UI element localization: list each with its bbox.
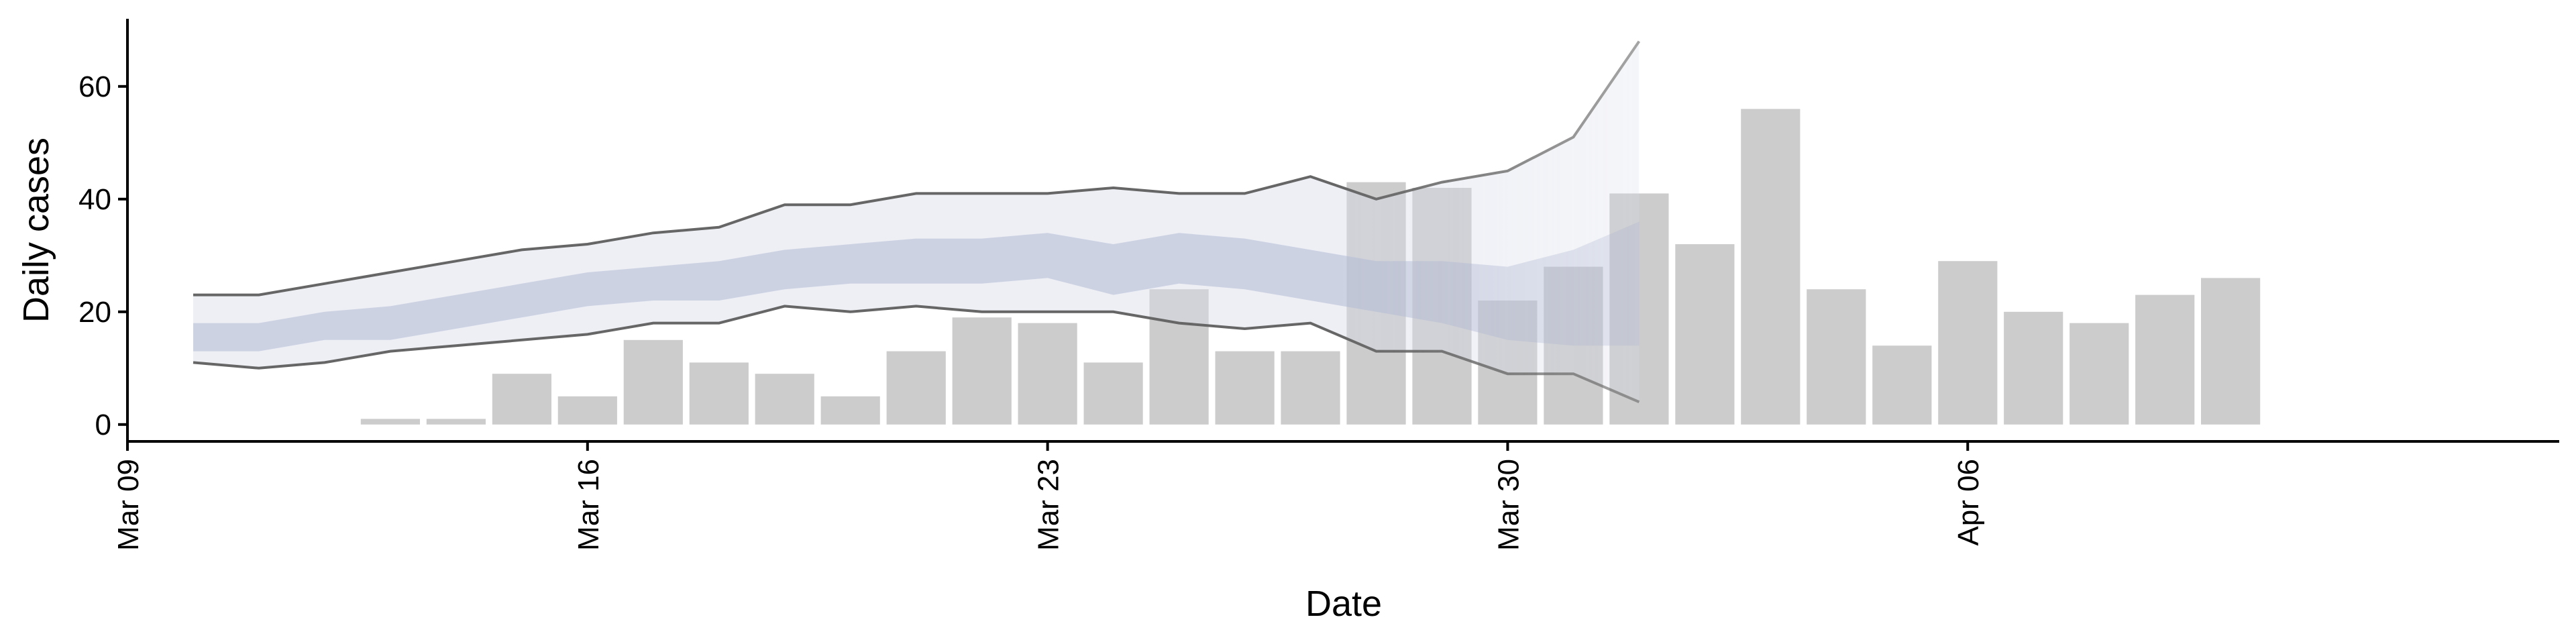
bar-2020-04-06: [1938, 261, 1998, 425]
bar-2020-03-14: [426, 419, 486, 425]
bar-2020-03-17: [623, 339, 683, 425]
bar-2020-03-20: [820, 396, 880, 425]
bar-2020-04-09: [2135, 294, 2195, 425]
bar-2020-04-10: [2201, 278, 2261, 425]
y-axis-title: Daily cases: [16, 138, 56, 323]
bar-2020-03-23: [1018, 323, 1077, 425]
x-tick-label: Mar 23: [1032, 459, 1065, 551]
bar-2020-03-27: [1281, 351, 1340, 425]
inner-interval-band: [193, 221, 1640, 352]
bar-2020-04-05: [1872, 345, 1932, 425]
y-tick-label: 60: [78, 70, 111, 103]
x-tick-label: Apr 06: [1952, 459, 1985, 546]
bar-2020-03-21: [886, 351, 946, 425]
x-axis-title: Date: [1305, 584, 1382, 624]
bar-2020-03-13: [360, 419, 420, 425]
bar-2020-04-03: [1741, 109, 1801, 425]
y-tick-label: 0: [95, 409, 111, 441]
bar-2020-04-07: [2004, 311, 2063, 425]
y-tick-label: 40: [78, 183, 111, 216]
bar-2020-03-22: [952, 317, 1012, 425]
bars-layer: [360, 109, 2261, 425]
bar-2020-04-04: [1807, 289, 1866, 425]
bar-2020-03-18: [689, 362, 749, 425]
x-tick-label: Mar 30: [1492, 459, 1525, 551]
y-tick-label: 20: [78, 296, 111, 329]
lower-bound-line: [193, 305, 1640, 404]
bar-2020-03-15: [492, 374, 551, 425]
x-axis-ticks: Mar 09 Mar 16 Mar 23 Mar 30 Apr 06: [112, 441, 1985, 551]
estimate-band: [193, 40, 1641, 404]
x-tick-label: Mar 16: [572, 459, 605, 551]
upper-bound-line: [193, 40, 1641, 297]
x-tick-label: Mar 09: [112, 459, 145, 551]
axes: 0 20 40 60 Mar 09 Mar 16 Mar 23 Mar 30 Apr 06 D…: [16, 19, 2559, 624]
bar-2020-04-02: [1675, 244, 1735, 425]
bar-2020-03-16: [557, 396, 617, 425]
outer-interval-band: [193, 41, 1640, 402]
bar-2020-03-19: [755, 374, 814, 425]
bar-2020-03-25: [1149, 289, 1209, 425]
bar-2020-04-08: [2070, 323, 2129, 425]
bar-2020-03-26: [1215, 351, 1275, 425]
y-axis-ticks: 0 20 40 60: [78, 70, 127, 441]
bar-2020-03-24: [1083, 362, 1143, 425]
